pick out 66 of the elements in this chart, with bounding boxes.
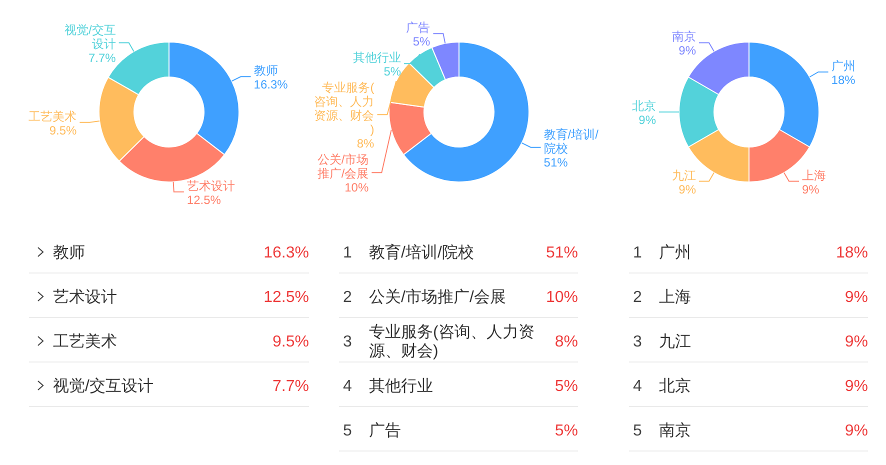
text: 5% (554, 422, 578, 440)
text: 1 (633, 244, 642, 262)
data-label: 5% (412, 34, 431, 49)
category-label: 上海 (659, 289, 691, 306)
slice-label: 公关/市场推广/会展 (317, 152, 369, 181)
text: 9% (844, 422, 868, 440)
slice-label: 九江 (672, 168, 696, 182)
text: 51% (546, 244, 578, 262)
text: 5 (343, 422, 352, 440)
category-label: 北京 (659, 378, 691, 396)
slice-label: 北京 (632, 99, 656, 113)
text: 2 (633, 289, 642, 306)
data-label: 51% (544, 155, 568, 170)
slice-label: 工艺美术 (28, 109, 77, 124)
category-label: 艺术设计 (53, 289, 117, 306)
text: 9% (844, 334, 868, 351)
category-label: 南京 (659, 422, 691, 440)
text: 4 (343, 378, 352, 396)
data-label: 9% (678, 182, 696, 196)
text: 7.7% (272, 378, 309, 396)
data-label: 9% (678, 44, 696, 58)
data-label: 7.7% (88, 50, 116, 65)
slice-label: 广告 (406, 20, 430, 35)
category-label: 专业服务(咨询、人力资源、财会) (369, 324, 534, 360)
slice-label: 南京 (672, 30, 696, 44)
data-label: 5% (384, 64, 402, 79)
slice-label: 艺术设计 (186, 178, 235, 193)
slice-label: 教育/培训/院校 (544, 127, 600, 156)
data-label: 12.5% (186, 192, 222, 207)
category-label: 广州 (659, 244, 691, 262)
text: 12.5% (264, 289, 309, 306)
data-label: 16.3% (254, 78, 288, 92)
data-label: 10% (344, 180, 369, 195)
slice-label: 教育/培训/院校 (369, 244, 474, 262)
text: 16.3% (264, 244, 309, 262)
text: 9.5% (272, 334, 309, 351)
text: 1 (343, 244, 352, 262)
text: 10% (546, 289, 578, 306)
category-label: 公关/市场推广/会展 (369, 289, 506, 306)
text: 9% (844, 378, 868, 396)
category-label: 其他行业 (369, 378, 433, 396)
slice-label: 视觉/交互设计 (64, 22, 116, 51)
data-label: 18% (831, 73, 856, 87)
data-label: 8% (356, 136, 375, 151)
text: 3 (633, 334, 642, 351)
text: 5% (554, 378, 578, 396)
text: 9% (844, 289, 868, 306)
data-label: 9% (802, 182, 820, 196)
category-label: 视觉/交互设计 (53, 378, 154, 396)
text: 4 (633, 378, 642, 396)
data-label: 9.5% (49, 123, 77, 138)
text: 5 (633, 422, 642, 440)
text: 3 (343, 334, 352, 351)
data-label: 9% (638, 113, 656, 127)
slice-label: 上海 (802, 168, 826, 182)
text: 8% (554, 334, 578, 351)
category-label: 教师 (53, 244, 85, 262)
slice-label: 广州 (831, 59, 856, 73)
category-label: 九江 (659, 334, 691, 351)
text: 2 (343, 289, 352, 306)
slice-label: 专业服务(咨询、人力资源、财会) (314, 80, 374, 137)
category-label: 广告 (369, 422, 401, 440)
slice-label: 教师 (254, 64, 278, 78)
text: 18% (836, 244, 868, 262)
slice-label: 其他行业 (353, 50, 402, 65)
category-label: 工艺美术 (53, 334, 117, 351)
